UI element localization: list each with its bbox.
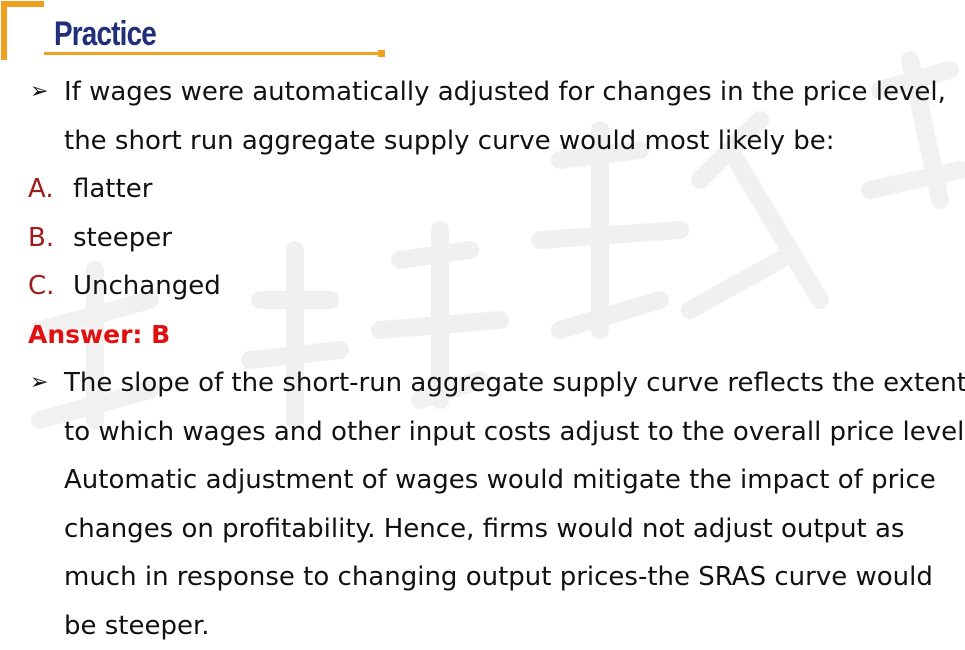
- option-a: A. flatter: [0, 165, 965, 214]
- option-letter: A.: [28, 165, 54, 214]
- explanation-line-1: ➢ The slope of the short-run aggregate s…: [0, 359, 965, 408]
- page-title: Practice: [54, 14, 156, 54]
- explanation-line-3: Automatic adjustment of wages would miti…: [0, 456, 965, 505]
- explanation-line-4: changes on profitability. Hence, firms w…: [0, 505, 965, 554]
- explanation-line-2: to which wages and other input costs adj…: [0, 408, 965, 457]
- arrow-bullet-icon: ➢: [30, 359, 48, 408]
- answer-line: Answer: B: [0, 311, 965, 360]
- answer-label: Answer: B: [28, 311, 170, 360]
- arrow-bullet-icon: ➢: [30, 68, 48, 117]
- explanation-text: much in response to changing output pric…: [64, 553, 933, 602]
- corner-bracket-decoration: [0, 0, 46, 62]
- question-line-2: the short run aggregate supply curve wou…: [0, 117, 965, 166]
- option-text: Unchanged: [73, 262, 221, 311]
- explanation-text: The slope of the short-run aggregate sup…: [64, 359, 965, 408]
- title-underline-dot: [378, 50, 385, 57]
- option-letter: B.: [28, 214, 54, 263]
- option-c: C. Unchanged: [0, 262, 965, 311]
- option-b: B. steeper: [0, 214, 965, 263]
- explanation-text: to which wages and other input costs adj…: [64, 408, 965, 457]
- option-text: flatter: [73, 165, 152, 214]
- question-line-1: ➢ If wages were automatically adjusted f…: [0, 68, 965, 117]
- question-text: the short run aggregate supply curve wou…: [64, 117, 834, 166]
- explanation-line-6: be steeper.: [0, 602, 965, 650]
- explanation-line-5: much in response to changing output pric…: [0, 553, 965, 602]
- slide-content: ➢ If wages were automatically adjusted f…: [0, 68, 965, 650]
- option-letter: C.: [28, 262, 54, 311]
- explanation-text: Automatic adjustment of wages would miti…: [64, 456, 936, 505]
- question-text: If wages were automatically adjusted for…: [64, 68, 946, 117]
- title-underline: [44, 52, 384, 55]
- option-text: steeper: [73, 214, 172, 263]
- explanation-text: changes on profitability. Hence, firms w…: [64, 505, 904, 554]
- explanation-text: be steeper.: [64, 602, 210, 650]
